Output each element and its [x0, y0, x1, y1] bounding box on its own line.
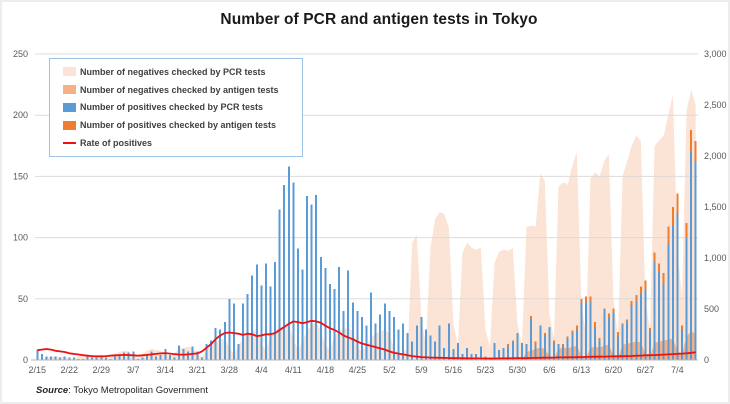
svg-text:5/2: 5/2	[383, 365, 396, 375]
chart-legend: Number of negatives checked by PCR tests…	[49, 58, 303, 157]
chart-title: Number of PCR and antigen tests in Tokyo	[220, 11, 538, 28]
svg-text:250: 250	[13, 49, 28, 59]
svg-text:0: 0	[704, 355, 709, 365]
svg-text:100: 100	[13, 233, 28, 243]
svg-text:2/22: 2/22	[61, 365, 79, 375]
svg-text:50: 50	[18, 294, 28, 304]
svg-text:6/6: 6/6	[543, 365, 556, 375]
svg-text:5/9: 5/9	[415, 365, 428, 375]
legend-label-neg-antigen: Number of negatives checked by antigen t…	[80, 84, 279, 95]
source-label: Source	[36, 385, 69, 396]
pos-antigen-swatch-icon	[63, 120, 76, 130]
legend-label-rate: Rate of positives	[80, 138, 153, 149]
source-text: : Tokyo Metropolitan Government	[68, 385, 208, 396]
legend-item-neg-antigen: Number of negatives checked by antigen t…	[63, 85, 302, 95]
svg-text:0: 0	[23, 355, 28, 365]
svg-text:2/29: 2/29	[93, 365, 111, 375]
svg-text:5/16: 5/16	[445, 365, 463, 375]
legend-label-pos-antigen: Number of positives checked by antigen t…	[80, 120, 277, 131]
svg-text:6/13: 6/13	[573, 365, 591, 375]
svg-text:1,000: 1,000	[704, 253, 727, 263]
svg-text:5/30: 5/30	[509, 365, 527, 375]
svg-text:2,500: 2,500	[704, 100, 727, 110]
legend-item-pos-antigen: Number of positives checked by antigen t…	[63, 120, 302, 130]
neg-antigen-swatch-icon	[63, 85, 76, 95]
legend-item-pos-pcr: Number of positives checked by PCR tests	[63, 102, 302, 112]
svg-text:2,000: 2,000	[704, 151, 727, 161]
svg-text:7/4: 7/4	[671, 365, 684, 375]
svg-text:3/28: 3/28	[221, 365, 239, 375]
legend-label-neg-pcr: Number of negatives checked by PCR tests	[80, 66, 266, 77]
neg-pcr-swatch-icon	[63, 67, 76, 77]
svg-text:6/20: 6/20	[605, 365, 623, 375]
svg-text:3,000: 3,000	[704, 49, 727, 59]
svg-text:3/7: 3/7	[127, 365, 140, 375]
svg-text:3/21: 3/21	[189, 365, 207, 375]
svg-text:150: 150	[13, 171, 28, 181]
legend-item-neg-pcr: Number of negatives checked by PCR tests	[63, 67, 302, 77]
source-note: Source: Tokyo Metropolitan Government	[36, 385, 208, 396]
svg-text:5/23: 5/23	[477, 365, 495, 375]
pos-pcr-swatch-icon	[63, 102, 76, 112]
svg-text:6/27: 6/27	[637, 365, 655, 375]
rate-line-swatch-icon	[63, 142, 76, 145]
legend-item-rate: Rate of positives	[63, 138, 302, 148]
svg-text:2/15: 2/15	[29, 365, 47, 375]
svg-text:3/14: 3/14	[157, 365, 175, 375]
svg-text:1,500: 1,500	[704, 202, 727, 212]
legend-label-pos-pcr: Number of positives checked by PCR tests	[80, 102, 264, 113]
svg-text:4/11: 4/11	[285, 365, 302, 375]
svg-text:200: 200	[13, 110, 28, 120]
svg-text:4/25: 4/25	[349, 365, 367, 375]
svg-text:4/4: 4/4	[255, 365, 268, 375]
svg-text:4/18: 4/18	[317, 365, 335, 375]
svg-text:500: 500	[704, 304, 719, 314]
